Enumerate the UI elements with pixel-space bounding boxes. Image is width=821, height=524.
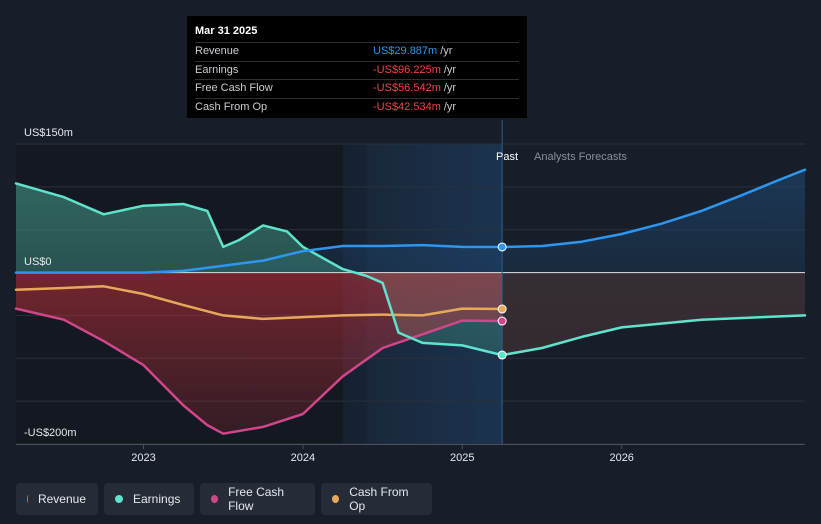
free-cash-flow-area — [16, 272, 503, 434]
tooltip-row-cash-from-op: Cash From Op -US$42.534m /yr — [195, 97, 519, 117]
x-tick-label: 2026 — [609, 452, 633, 464]
tooltip-value: -US$42.534m — [373, 100, 441, 113]
tooltip-label: Free Cash Flow — [195, 82, 273, 94]
y-tick-zero: US$0 — [24, 256, 52, 268]
revenue-marker[interactable] — [497, 242, 507, 252]
x-tick-label: 2024 — [291, 452, 315, 464]
tooltip-value: -US$56.542m — [373, 82, 441, 94]
legend-item-revenue[interactable]: Revenue — [16, 483, 98, 515]
cash-from-op-dot-icon — [332, 495, 340, 503]
tooltip-row-free-cash-flow: Free Cash Flow -US$56.542m /yr — [195, 79, 519, 98]
forecast-label: Analysts Forecasts — [534, 151, 627, 163]
cash-from-op-marker[interactable] — [497, 304, 507, 314]
tooltip-row-earnings: Earnings -US$96.225m /yr — [195, 60, 519, 80]
earnings-marker[interactable] — [497, 350, 507, 360]
series-lines — [14, 168, 807, 435]
tooltip-unit: /yr — [443, 63, 457, 76]
free-cash-flow-dot-icon — [211, 495, 219, 503]
tooltip-date: Mar 31 2025 — [195, 25, 258, 37]
free-cash-flow-marker[interactable] — [497, 316, 507, 326]
legend-item-earnings[interactable]: Earnings — [104, 483, 194, 515]
revenue-area — [16, 169, 805, 273]
tooltip-unit: /yr — [440, 45, 453, 57]
tooltip-row-revenue: Revenue US$29.887m /yr — [195, 42, 519, 61]
revenue-dot-icon — [27, 495, 28, 503]
tooltip-unit: /yr — [443, 82, 457, 94]
earnings-line — [14, 182, 807, 357]
y-tick-bottom: -US$200m — [24, 427, 77, 439]
legend-label: Free Cash Flow — [228, 485, 285, 513]
past-label: Past — [496, 151, 518, 163]
x-axis-ticks: 2023 2024 2025 2026 — [131, 444, 634, 464]
tooltip-value: US$29.887m — [373, 45, 438, 57]
tooltip-value: -US$96.225m — [373, 63, 441, 76]
legend-item-free-cash-flow[interactable]: Free Cash Flow — [200, 483, 315, 515]
legend-label: Earnings — [133, 492, 181, 506]
y-tick-top: US$150m — [24, 127, 73, 139]
tooltip-label: Revenue — [195, 45, 240, 57]
legend-item-cash-from-op[interactable]: Cash From Op — [321, 483, 432, 515]
tooltip: Mar 31 2025 Revenue US$29.887m /yr Earni… — [187, 16, 527, 118]
x-tick-label: 2023 — [131, 452, 155, 464]
free-cash-flow-line — [14, 307, 504, 435]
tooltip-label: Earnings — [195, 63, 239, 76]
legend-label: Cash From Op — [349, 485, 409, 513]
series-markers — [497, 242, 507, 360]
tooltip-label: Cash From Op — [195, 100, 268, 113]
legend-label: Revenue — [37, 492, 86, 506]
earnings-forecast-area — [502, 272, 805, 356]
legend: Revenue Earnings Free Cash Flow Cash Fro… — [16, 483, 432, 515]
cash-from-op-line — [14, 285, 504, 321]
revenue-line — [14, 168, 807, 274]
tooltip-unit: /yr — [443, 100, 457, 113]
earnings-dot-icon — [115, 495, 123, 503]
x-tick-label: 2025 — [450, 452, 474, 464]
